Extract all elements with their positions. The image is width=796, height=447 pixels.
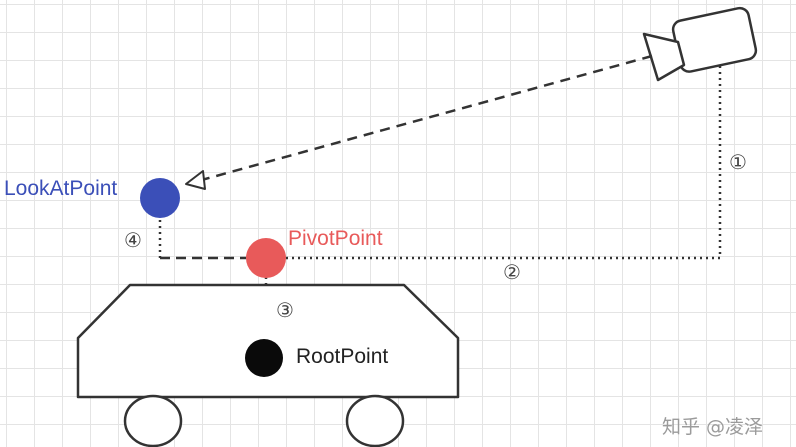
camera-lens	[642, 32, 686, 82]
marker-2: ②	[503, 260, 521, 284]
root-point-label: RootPoint	[296, 345, 389, 368]
watermark-text: 知乎 @凌泽	[662, 416, 764, 438]
pivot-point-dot	[246, 238, 286, 278]
marker-4: ④	[124, 228, 142, 252]
view-arrowhead	[185, 170, 206, 190]
lookat-point-dot	[140, 178, 180, 218]
view-line	[197, 54, 653, 183]
lookat-point-label: LookAtPoint	[4, 177, 118, 200]
camera-icon	[642, 6, 758, 82]
marker-3: ③	[276, 298, 294, 322]
car-wheel-right	[345, 394, 405, 447]
car-wheel-left	[123, 394, 183, 447]
marker-1: ①	[729, 150, 747, 174]
pivot-point-label: PivotPoint	[288, 227, 383, 250]
root-point-dot	[245, 339, 283, 377]
